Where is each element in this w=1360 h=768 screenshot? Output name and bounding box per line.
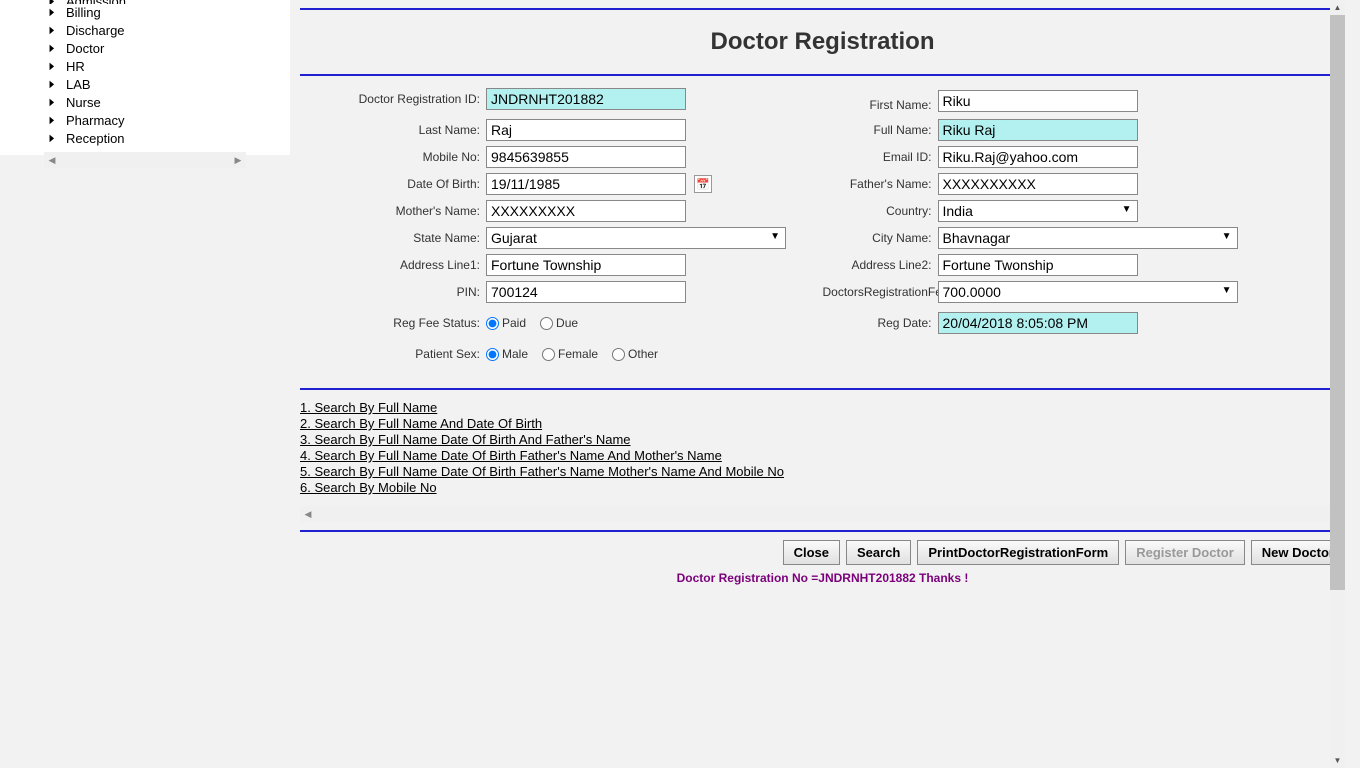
sidebar-item-pharmacy[interactable]: Pharmacy xyxy=(0,112,290,130)
sex-female-label[interactable]: Female xyxy=(542,347,598,361)
sex-other-radio[interactable] xyxy=(612,348,625,361)
sex-male-radio[interactable] xyxy=(486,348,499,361)
sex-radio-group: Male Female Other xyxy=(486,347,668,361)
search-hscroll[interactable]: ◀ ▶ xyxy=(300,506,1345,522)
sidebar-item-label: LAB xyxy=(66,77,91,92)
city-select[interactable]: Bhavnagar xyxy=(938,227,1238,249)
sex-male-label[interactable]: Male xyxy=(486,347,528,361)
sex-other-label[interactable]: Other xyxy=(612,347,658,361)
sidebar-item-doctor[interactable]: Doctor xyxy=(0,40,290,58)
pin-input[interactable] xyxy=(486,281,686,303)
reg-id-input[interactable] xyxy=(486,88,686,110)
reg-id-label: Doctor Registration ID: xyxy=(300,93,486,106)
sidebar-item-label: Billing xyxy=(66,5,101,20)
addr2-input[interactable] xyxy=(938,254,1138,276)
sidebar-item-label: Pharmacy xyxy=(66,113,125,128)
divider xyxy=(300,74,1345,76)
scroll-down-icon[interactable]: ▼ xyxy=(1330,753,1345,768)
sidebar-item-reception[interactable]: Reception xyxy=(0,130,290,148)
sidebar-tree: Admission Billing Discharge Doctor HR LA… xyxy=(0,0,290,152)
sidebar-hscroll[interactable]: ◀ ▶ xyxy=(44,152,246,168)
mobile-input[interactable] xyxy=(486,146,686,168)
arrow-right-icon[interactable]: ▶ xyxy=(230,152,246,168)
sidebar-item-label: Doctor xyxy=(66,41,104,56)
mother-label: Mother's Name: xyxy=(300,204,486,218)
fee-status-radio-group: Paid Due xyxy=(486,316,588,330)
sidebar-item-nurse[interactable]: Nurse xyxy=(0,94,290,112)
divider xyxy=(300,388,1345,390)
pin-label: PIN: xyxy=(300,285,486,299)
first-name-label: First Name: xyxy=(823,98,938,112)
divider xyxy=(300,8,1345,10)
reg-date-input[interactable] xyxy=(938,312,1138,334)
fee-select[interactable]: 700.0000 xyxy=(938,281,1238,303)
sidebar-item-label: Reception xyxy=(66,131,125,146)
last-name-input[interactable] xyxy=(486,119,686,141)
state-select[interactable]: Gujarat xyxy=(486,227,786,249)
sidebar-item-discharge[interactable]: Discharge xyxy=(0,22,290,40)
search-button[interactable]: Search xyxy=(846,540,911,565)
calendar-icon[interactable]: 📅 xyxy=(694,175,712,193)
fee-status-paid-label[interactable]: Paid xyxy=(486,316,526,330)
page-title: Doctor Registration xyxy=(300,28,1345,56)
fee-label: DoctorsRegistrationFee: xyxy=(823,285,938,299)
addr1-input[interactable] xyxy=(486,254,686,276)
register-button[interactable]: Register Doctor xyxy=(1125,540,1245,565)
fee-status-due-label[interactable]: Due xyxy=(540,316,578,330)
sidebar-item-label: HR xyxy=(66,59,85,74)
country-select[interactable]: India xyxy=(938,200,1138,222)
full-name-label: Full Name: xyxy=(823,123,938,137)
sidebar-item-hr[interactable]: HR xyxy=(0,58,290,76)
fee-status-label: Reg Fee Status: xyxy=(300,316,486,330)
status-message: Doctor Registration No =JNDRNHT201882 Th… xyxy=(300,571,1345,585)
sex-female-radio[interactable] xyxy=(542,348,555,361)
mobile-label: Mobile No: xyxy=(300,150,486,164)
state-label: State Name: xyxy=(300,231,486,245)
divider xyxy=(300,530,1345,532)
email-label: Email ID: xyxy=(823,150,938,164)
addr2-label: Address Line2: xyxy=(823,258,938,272)
registration-form: Doctor Registration ID: Last Name: Mobil… xyxy=(300,84,1345,370)
close-button[interactable]: Close xyxy=(783,540,840,565)
country-label: Country: xyxy=(823,204,938,218)
fee-status-due-radio[interactable] xyxy=(540,317,553,330)
scroll-up-icon[interactable]: ▲ xyxy=(1330,0,1345,15)
search-link-5[interactable]: 5. Search By Full Name Date Of Birth Fat… xyxy=(300,464,1345,480)
search-link-2[interactable]: 2. Search By Full Name And Date Of Birth xyxy=(300,416,1345,432)
sidebar-item-label: Nurse xyxy=(66,95,101,110)
arrow-left-icon[interactable]: ◀ xyxy=(44,152,60,168)
arrow-left-icon[interactable]: ◀ xyxy=(300,506,316,522)
search-link-1[interactable]: 1. Search By Full Name xyxy=(300,400,1345,416)
city-label: City Name: xyxy=(823,231,938,245)
search-links: 1. Search By Full Name 2. Search By Full… xyxy=(300,400,1345,502)
full-name-input[interactable] xyxy=(938,119,1138,141)
vertical-scrollbar-thumb[interactable] xyxy=(1330,15,1345,590)
sidebar: Admission Billing Discharge Doctor HR LA… xyxy=(0,0,290,155)
father-input[interactable] xyxy=(938,173,1138,195)
print-button[interactable]: PrintDoctorRegistrationForm xyxy=(917,540,1119,565)
email-input[interactable] xyxy=(938,146,1138,168)
sidebar-item-label: Discharge xyxy=(66,23,125,38)
first-name-input[interactable] xyxy=(938,90,1138,112)
search-link-6[interactable]: 6. Search By Mobile No xyxy=(300,480,1345,496)
main-content: Doctor Registration Doctor Registration … xyxy=(290,0,1345,768)
sidebar-item-billing[interactable]: Billing xyxy=(0,4,290,22)
fee-status-paid-radio[interactable] xyxy=(486,317,499,330)
search-link-3[interactable]: 3. Search By Full Name Date Of Birth And… xyxy=(300,432,1345,448)
addr1-label: Address Line1: xyxy=(300,258,486,272)
dob-label: Date Of Birth: xyxy=(300,177,486,191)
button-bar: Close Search PrintDoctorRegistrationForm… xyxy=(300,540,1345,565)
sidebar-item-lab[interactable]: LAB xyxy=(0,76,290,94)
sex-label: Patient Sex: xyxy=(300,347,486,361)
mother-input[interactable] xyxy=(486,200,686,222)
reg-date-label: Reg Date: xyxy=(823,316,938,330)
father-label: Father's Name: xyxy=(823,177,938,191)
last-name-label: Last Name: xyxy=(300,123,486,137)
search-link-4[interactable]: 4. Search By Full Name Date Of Birth Fat… xyxy=(300,448,1345,464)
dob-input[interactable] xyxy=(486,173,686,195)
